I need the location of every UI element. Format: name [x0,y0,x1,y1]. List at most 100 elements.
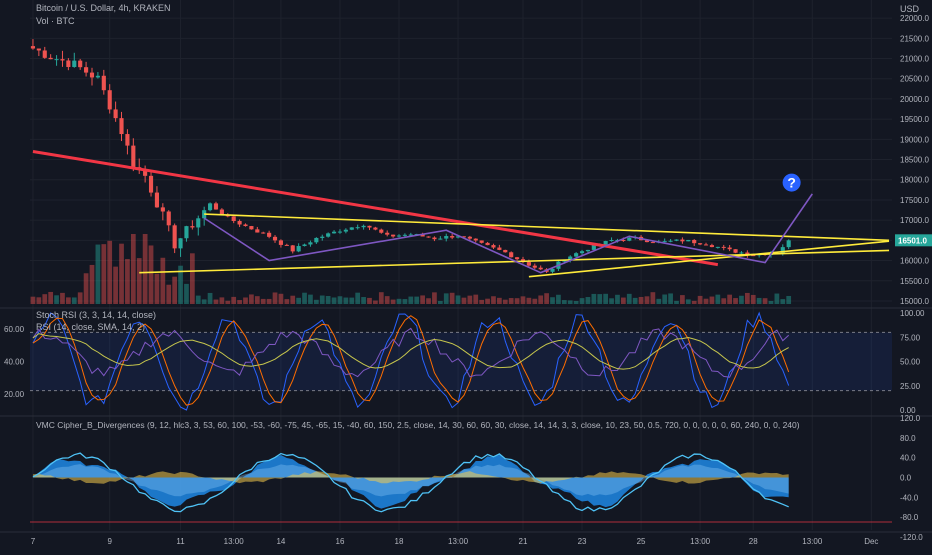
vmc-money-flow [32,471,789,484]
volume-bar [715,294,721,304]
candle-body [432,237,437,240]
candle-body [243,224,248,227]
volume-bar [644,296,650,304]
volume-bar [621,297,626,304]
candle-body [721,246,726,248]
volume-bar [638,296,644,304]
candle-body [261,232,266,234]
volume-bar [260,298,266,304]
volume-bar [384,296,390,304]
candle-body [320,236,325,238]
volume-bar [284,299,290,304]
candle-body [267,232,272,237]
volume-bar [744,292,750,304]
volume-bar [373,300,378,304]
volume-bar [768,300,774,304]
candle-body [532,265,537,268]
price-tick-label: 21000.0 [900,55,929,64]
candle-body [579,251,585,254]
volume-bar [254,296,260,304]
volume-bar [591,293,597,304]
volume-bar [272,292,278,304]
volume-bar [650,292,656,304]
candle-body [208,203,213,211]
volume-bar [237,300,242,304]
candle-body [48,57,53,60]
volume-bar [313,299,319,304]
candle-body [497,247,502,250]
volume-bar [219,297,225,304]
candle-body [479,240,484,243]
last-price-label: 16501.0 [898,236,927,245]
time-tick-label: 23 [578,537,587,546]
candles [30,39,791,274]
vmc-tick-label: 80.0 [900,434,916,443]
candle-body [131,145,136,168]
price-tick-label: 18500.0 [900,156,929,165]
candle-body [154,192,160,208]
volume-bar [443,293,449,304]
candle-body [627,237,632,241]
candle-body [42,50,47,58]
volume-bar [609,298,614,304]
candle-body [692,239,697,244]
volume-bar [178,265,183,304]
candle-body [148,175,154,193]
volume-bar [774,293,780,304]
price-tick-label: 17500.0 [900,196,929,205]
candle-body [438,238,443,240]
candle-body [178,238,183,249]
volume-bar [556,294,561,304]
volume-bar [195,295,201,304]
volume-bar [319,295,325,304]
time-tick-label: Dec [864,537,878,546]
candle-body [550,268,555,272]
question-badge [782,173,801,192]
candle-body [349,227,354,230]
volume-bar [762,298,768,304]
volume-bar [538,295,544,304]
candle-body [727,247,732,250]
candle-body [343,229,348,232]
stoch-tick-label: 25.00 [900,382,921,391]
volume-bar [739,295,744,304]
volume-bar [201,299,207,304]
volume-bar [656,298,662,304]
volume-bar [674,300,679,304]
stoch-tick-label: 100.00 [900,309,925,318]
volume-bar [213,299,219,304]
rsi-tick-label: 60.00 [4,325,25,334]
candle-body [503,249,508,253]
candle-body [455,236,461,238]
candle-body [213,203,219,210]
volume-bar [83,273,89,304]
candle-body [526,262,531,266]
price-tick-label: 15500.0 [900,277,929,286]
candle-body [337,231,343,233]
volume-bar [455,295,461,304]
volume-bar [36,297,42,304]
candle-body [538,267,543,270]
candle-body [237,221,242,225]
candle-body [402,234,407,236]
question-mark: ? [787,175,796,191]
candle-body [196,218,201,228]
candle-body [373,227,378,230]
vmc-tick-label: 0.0 [900,474,912,483]
volume-bar [573,300,579,304]
candle-body [491,245,496,248]
candle-body [125,134,130,146]
volume-bar [30,296,36,304]
candle-body [385,232,390,235]
candle-body [444,236,449,239]
candle-body [745,252,750,256]
yellow-inner-trendline [528,240,890,278]
candle-body [509,252,514,258]
candle-body [644,240,650,243]
volume-bar [449,292,455,304]
purple-projection-path [203,193,813,274]
volume-bar [668,293,673,304]
candle-body [621,239,626,241]
time-tick-label: 13:00 [224,537,245,546]
